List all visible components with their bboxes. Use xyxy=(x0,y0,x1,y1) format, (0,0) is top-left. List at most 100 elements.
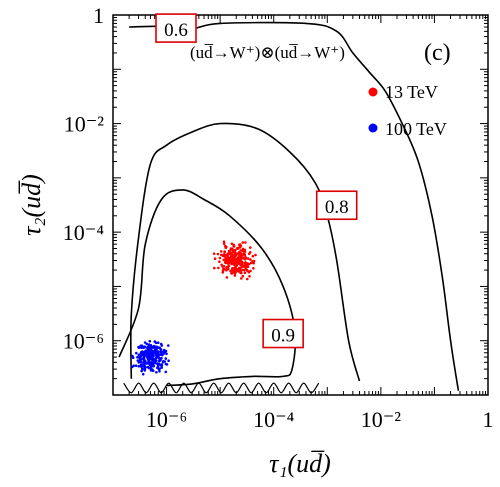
scatter-point-100tev xyxy=(139,363,143,367)
scatter-point-13tev xyxy=(240,261,244,264)
scatter-point-100tev xyxy=(156,353,160,356)
scatter-point-100tev xyxy=(155,348,158,351)
scatter-point-100tev xyxy=(159,364,162,367)
scatter-point-100tev xyxy=(164,362,168,366)
scatter-point-13tev xyxy=(226,262,230,265)
scatter-point-13tev xyxy=(238,253,241,257)
scatter-point-13tev xyxy=(244,265,248,269)
scatter-point-13tev xyxy=(225,276,229,279)
scatter-point-13tev xyxy=(234,265,238,268)
scatter-point-13tev xyxy=(249,261,253,265)
scatter-point-13tev xyxy=(254,253,257,257)
scatter-point-100tev xyxy=(154,351,158,355)
scatter-point-13tev xyxy=(217,266,220,270)
scatter-point-100tev xyxy=(149,354,152,358)
scatter-point-100tev xyxy=(151,369,155,373)
scatter-point-13tev xyxy=(230,242,234,246)
process-label: (ud̅→W⁺)⊗(ud̅→W⁺) xyxy=(190,43,345,62)
scatter-point-13tev xyxy=(252,259,256,263)
scatter-point-100tev xyxy=(137,346,141,350)
scatter-point-13tev xyxy=(242,265,245,268)
scatter-point-13tev xyxy=(235,262,239,265)
scatter-point-100tev xyxy=(146,348,150,352)
scatter-point-13tev xyxy=(251,254,255,258)
scatter-point-13tev xyxy=(222,258,225,262)
scatter-point-100tev xyxy=(148,339,152,343)
scatter-point-100tev xyxy=(152,354,155,358)
scatter-point-100tev xyxy=(164,370,168,374)
contour-label-box xyxy=(315,190,358,221)
scatter-point-100tev xyxy=(144,350,148,353)
scatter-point-100tev xyxy=(139,354,143,358)
scatter-point-100tev xyxy=(158,370,161,373)
scatter-point-100tev xyxy=(146,365,150,369)
scatter-point-100tev xyxy=(140,346,143,350)
scatter-point-13tev xyxy=(232,254,236,258)
scatter-point-13tev xyxy=(230,272,233,275)
y-tick-label: 10⁻² xyxy=(64,112,105,137)
scatter-point-13tev xyxy=(224,260,227,264)
scatter-point-13tev xyxy=(229,253,232,256)
x-axis-label: τ₁(ud̅) xyxy=(269,449,331,478)
scatter-point-100tev xyxy=(138,358,142,362)
scatter-point-13tev xyxy=(222,242,226,246)
contour-noise-edge xyxy=(123,382,320,394)
label-layer: 0.6 0.8 0.9 xyxy=(155,13,358,349)
contour-layer xyxy=(118,21,460,394)
scatter-point-100tev xyxy=(153,361,157,365)
scatter-point-100tev xyxy=(140,367,144,371)
scatter-point-100tev xyxy=(155,371,158,374)
legend-marker-100tev xyxy=(368,123,378,133)
scatter-point-13tev xyxy=(225,253,229,256)
scatter-point-13tev xyxy=(236,256,240,260)
scatter-point-100tev xyxy=(154,341,158,345)
scatter-point-100tev xyxy=(152,364,155,368)
contour-label-box xyxy=(262,318,304,349)
scatter-point-100tev xyxy=(156,341,160,345)
scatter-point-100tev xyxy=(139,352,143,355)
scatter-point-13tev xyxy=(241,274,245,278)
legend-marker-13tev xyxy=(368,87,378,97)
scatter-point-13tev xyxy=(222,265,226,268)
scatter-point-13tev xyxy=(225,266,228,269)
scatter-point-100tev xyxy=(161,350,164,354)
scatter-point-100tev xyxy=(137,365,141,368)
scatter-point-13tev xyxy=(246,265,250,269)
scatter-point-100tev xyxy=(156,363,160,366)
scatter-point-13tev xyxy=(249,246,252,249)
scatter-point-13tev xyxy=(216,252,220,256)
scatter-point-100tev xyxy=(135,351,138,355)
scatter-point-13tev xyxy=(246,277,249,281)
panel-label: (c) xyxy=(424,40,451,66)
scatter-point-100tev xyxy=(147,343,151,346)
scatter-point-100tev xyxy=(141,353,145,357)
scatter-point-100tev xyxy=(159,347,162,351)
scatter-point-100tev xyxy=(150,365,153,368)
scatter-point-13tev xyxy=(233,249,236,252)
scatter-point-13tev xyxy=(227,258,230,262)
scatter-point-100tev xyxy=(143,368,147,371)
scatter-point-100tev xyxy=(149,347,152,351)
scatter-point-13tev xyxy=(247,252,251,256)
scatter-point-13tev xyxy=(218,256,222,260)
scatter-point-13tev xyxy=(231,267,234,270)
scatter-point-100tev xyxy=(142,356,146,360)
scatter-point-13tev xyxy=(246,257,250,260)
scatter-point-100tev xyxy=(167,359,170,363)
scatter-point-100tev xyxy=(160,353,164,357)
plot-frame xyxy=(112,14,489,396)
points-layer xyxy=(131,240,257,376)
x-tick-label: 10⁻⁶ xyxy=(146,407,187,432)
scatter-point-100tev xyxy=(160,366,163,369)
scatter-point-13tev xyxy=(252,267,255,270)
tick-layer: 10⁻⁶ 10⁻⁴ 10⁻² 1 10⁻⁶ 10⁻⁴ 10⁻² 1 xyxy=(63,3,494,432)
x-tick-label: 10⁻² xyxy=(361,407,402,432)
scatter-point-100tev xyxy=(149,357,153,361)
scatter-point-13tev xyxy=(247,262,251,266)
scatter-point-100tev xyxy=(157,346,160,349)
scatter-point-13tev xyxy=(248,275,251,278)
scatter-point-13tev xyxy=(223,255,226,258)
scatter-point-100tev xyxy=(152,346,156,350)
